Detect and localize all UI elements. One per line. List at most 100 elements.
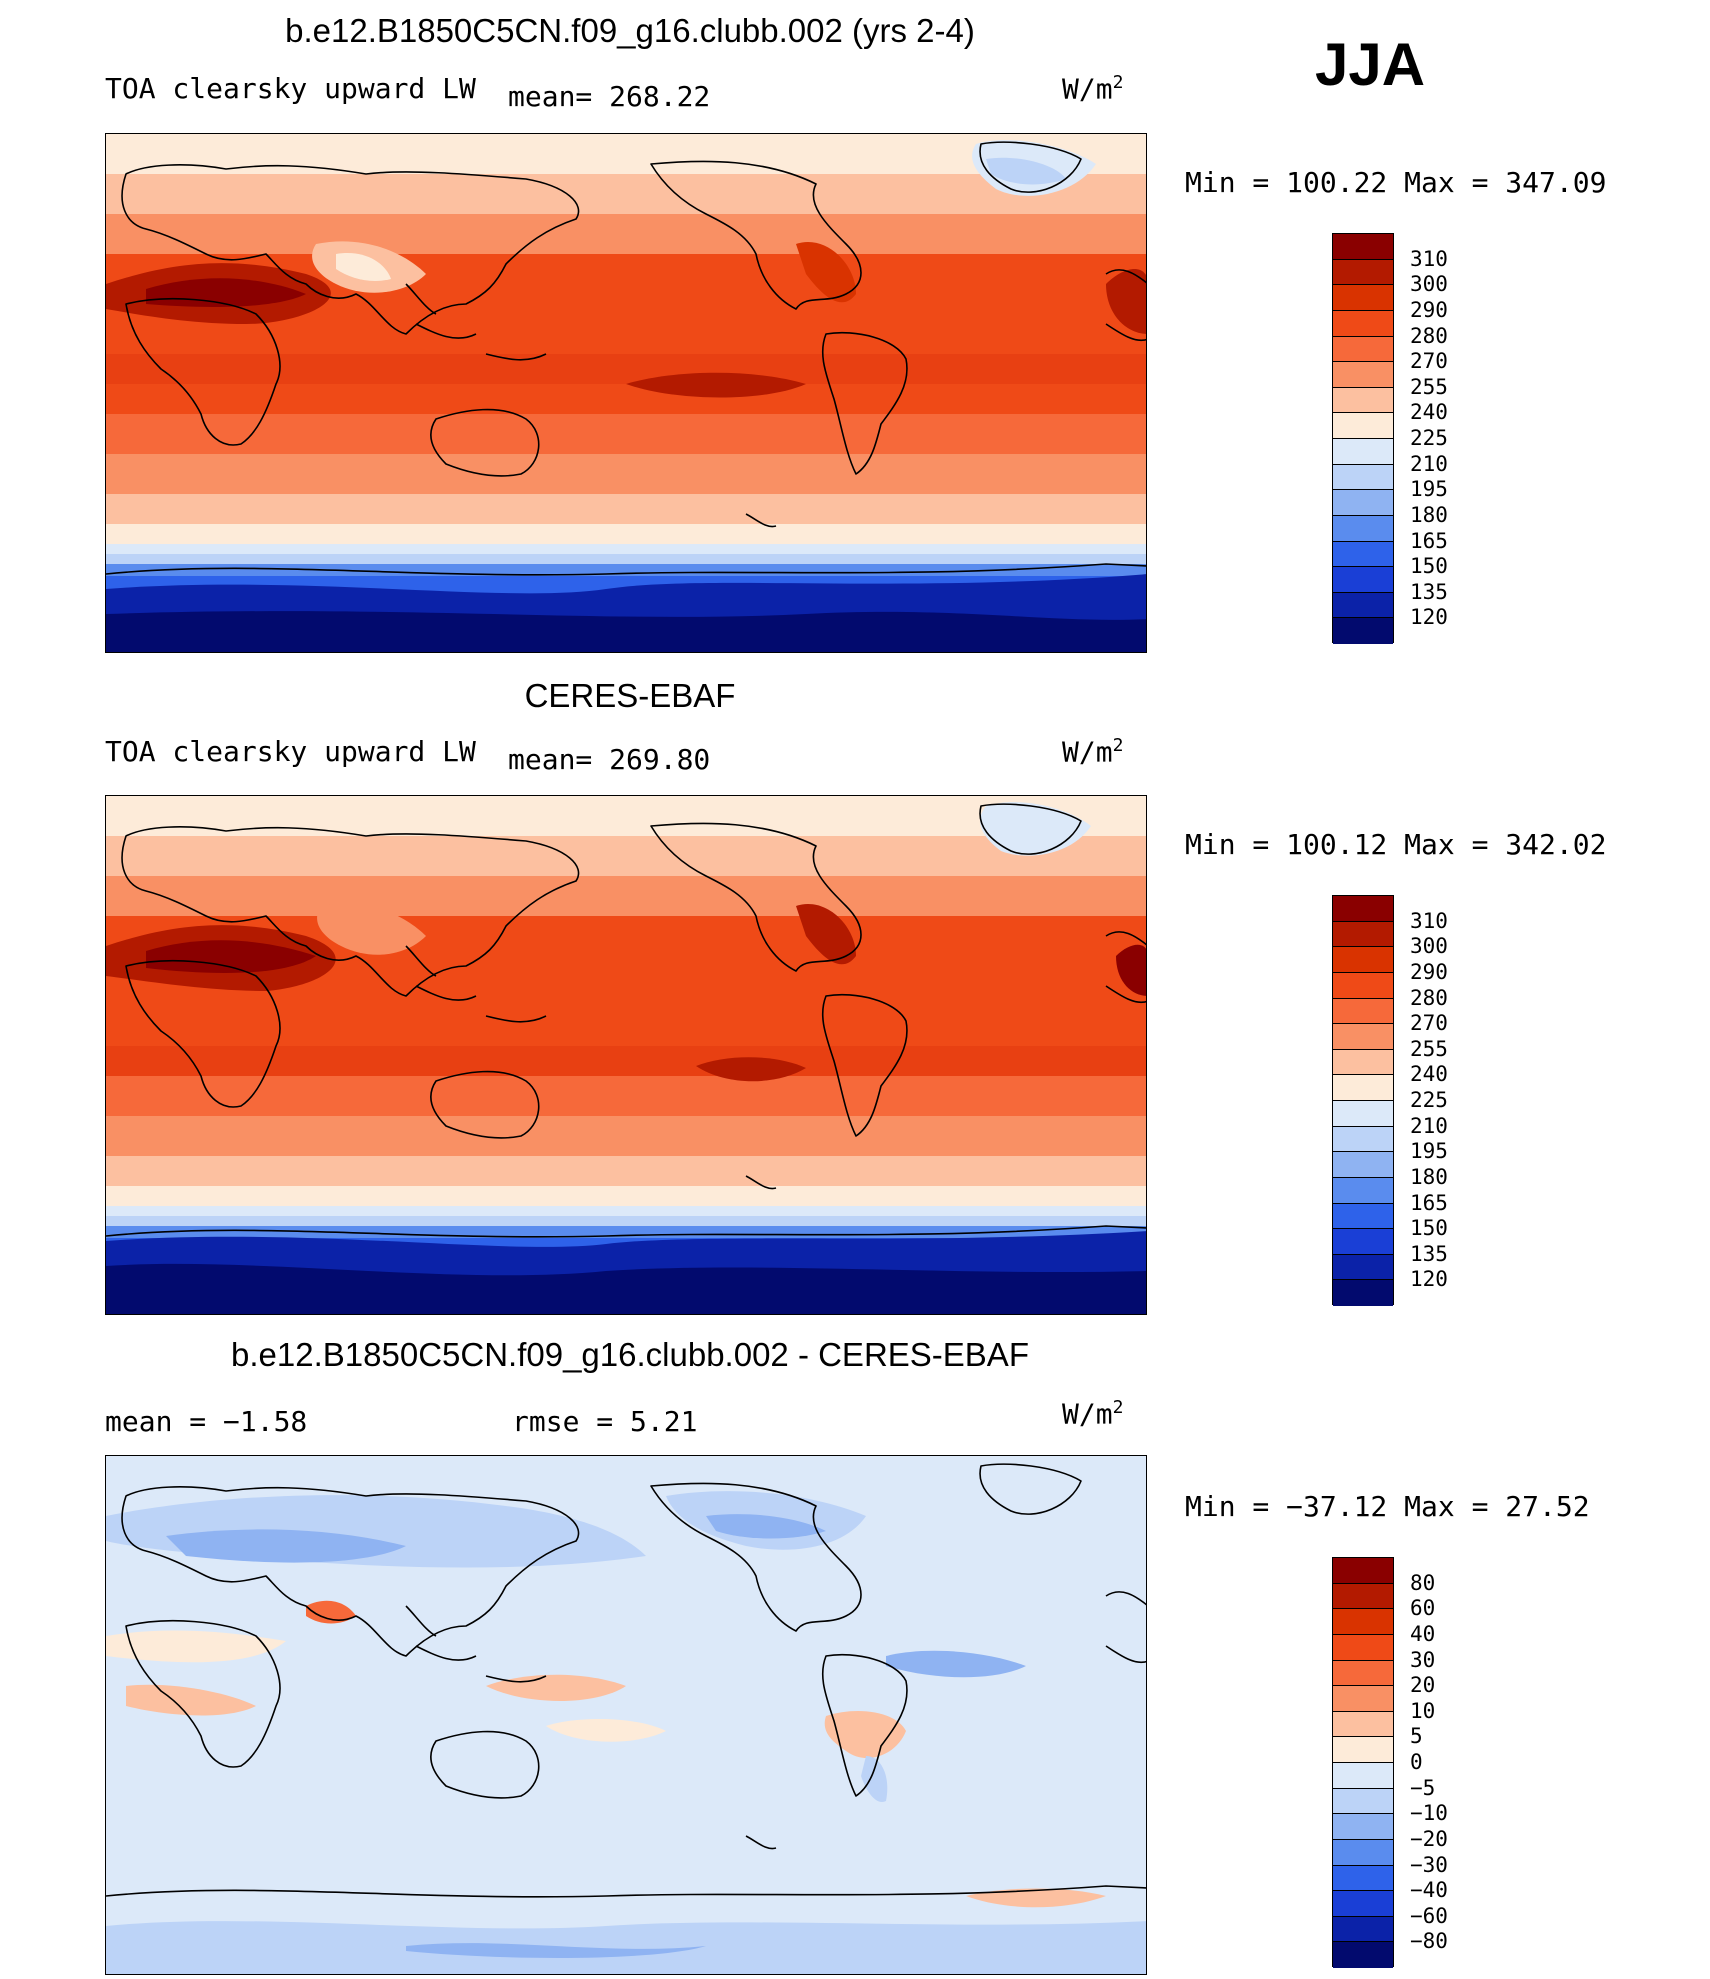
colorbar-swatch bbox=[1333, 1024, 1393, 1050]
colorbar-swatch bbox=[1333, 1609, 1393, 1635]
colorbar-swatch bbox=[1333, 1558, 1393, 1584]
colorbar-tick-label: 255 bbox=[1410, 374, 1448, 399]
colorbar-tick-label: 310 bbox=[1410, 908, 1448, 933]
colorbar-tick-label: 80 bbox=[1410, 1570, 1436, 1595]
colorbar-swatch bbox=[1333, 310, 1393, 337]
colorbar-swatch bbox=[1333, 515, 1393, 542]
colorbar-swatch bbox=[1333, 413, 1393, 439]
colorbar-swatch bbox=[1333, 1891, 1393, 1917]
colorbar-swatch bbox=[1333, 947, 1393, 973]
colorbar-swatch bbox=[1333, 1177, 1393, 1204]
panel3-units-base: W/m bbox=[1062, 1397, 1113, 1431]
colorbar-swatch bbox=[1333, 592, 1393, 619]
colorbar-swatch bbox=[1333, 998, 1393, 1025]
colorbar-swatch bbox=[1333, 1075, 1393, 1101]
colorbar-swatch bbox=[1333, 464, 1393, 491]
season-label: JJA bbox=[1315, 31, 1426, 98]
panel3-units-exponent: 2 bbox=[1112, 1397, 1124, 1418]
panel2-title: CERES-EBAF bbox=[524, 677, 736, 714]
colorbar-tick-label: 270 bbox=[1410, 1011, 1448, 1036]
colorbar-tick-label: 210 bbox=[1410, 451, 1448, 476]
colorbar-swatch bbox=[1333, 1916, 1393, 1943]
colorbar-swatch bbox=[1333, 921, 1393, 948]
colorbar-tick-label: 225 bbox=[1410, 426, 1448, 450]
colorbar-tick-label: 180 bbox=[1410, 502, 1448, 527]
panel1-units: W/m2 bbox=[1062, 72, 1123, 105]
colorbar-tick-label: 30 bbox=[1410, 1647, 1436, 1672]
colorbar-swatch bbox=[1333, 1101, 1393, 1127]
colorbar-swatch bbox=[1333, 490, 1393, 516]
colorbar-swatch bbox=[1333, 1839, 1393, 1866]
panel3-minmax: Min = −37.12 Max = 27.52 bbox=[1185, 1490, 1590, 1523]
panel2-units: W/m2 bbox=[1062, 735, 1123, 768]
panel1-title: b.e12.B1850C5CN.f09_g16.clubb.002 (yrs 2… bbox=[285, 12, 975, 49]
panel3-units: W/m2 bbox=[1062, 1397, 1123, 1430]
colorbar-swatch bbox=[1333, 1254, 1393, 1281]
colorbar-tick-label: −60 bbox=[1410, 1903, 1448, 1928]
colorbar-swatch bbox=[1333, 1152, 1393, 1178]
colorbar-tick-label: 60 bbox=[1410, 1596, 1436, 1621]
colorbar-tick-label: 270 bbox=[1410, 349, 1448, 374]
colorbar-swatch bbox=[1333, 1788, 1393, 1815]
colorbar-tick-label: −30 bbox=[1410, 1852, 1448, 1877]
colorbar-swatch bbox=[1333, 234, 1393, 260]
colorbar-tick-label: 135 bbox=[1410, 579, 1448, 604]
colorbar-tick-label: 120 bbox=[1410, 1267, 1448, 1292]
colorbar-tick-label: 180 bbox=[1410, 1164, 1448, 1189]
panel1-units-exponent: 2 bbox=[1112, 72, 1124, 93]
colorbar-tick-label: 40 bbox=[1410, 1621, 1436, 1646]
colorbar-tick-label: 240 bbox=[1410, 400, 1448, 425]
colorbar-swatch bbox=[1333, 259, 1393, 286]
colorbar-swatch bbox=[1333, 1049, 1393, 1076]
colorbar-tick-label: 300 bbox=[1410, 272, 1448, 297]
panel1-mean-label: mean= 268.22 bbox=[508, 80, 711, 113]
colorbar-swatch bbox=[1333, 1634, 1393, 1661]
colorbar-swatch bbox=[1333, 1203, 1393, 1230]
colorbar-tick-label: 195 bbox=[1410, 1139, 1448, 1164]
colorbar-swatch bbox=[1333, 1711, 1393, 1738]
panel3-title: b.e12.B1850C5CN.f09_g16.clubb.002 - CERE… bbox=[231, 1336, 1029, 1373]
colorbar-swatch bbox=[1333, 1865, 1393, 1892]
colorbar-swatch bbox=[1333, 1737, 1393, 1763]
colorbar-swatch bbox=[1333, 1280, 1393, 1306]
colorbar-tick-label: 150 bbox=[1410, 1216, 1448, 1241]
colorbar-swatch bbox=[1333, 387, 1393, 414]
colorbar-tick-label: 290 bbox=[1410, 297, 1448, 322]
colorbar-swatch bbox=[1333, 336, 1393, 363]
colorbar-tick-label: −20 bbox=[1410, 1826, 1448, 1851]
colorbar-swatch bbox=[1333, 972, 1393, 999]
colorbar-swatch bbox=[1333, 1686, 1393, 1712]
colorbar-tick-label: 290 bbox=[1410, 959, 1448, 984]
colorbar-swatch bbox=[1333, 1126, 1393, 1153]
colorbar-tick-label: 300 bbox=[1410, 934, 1448, 959]
colorbar-swatch bbox=[1333, 618, 1393, 644]
panel2-mean-label: mean= 269.80 bbox=[508, 743, 711, 776]
panel3-rmse-label: rmse = 5.21 bbox=[512, 1405, 698, 1438]
colorbar-tick-label: 210 bbox=[1410, 1113, 1448, 1138]
panel1-units-base: W/m bbox=[1062, 72, 1113, 106]
colorbar-swatch bbox=[1333, 1814, 1393, 1840]
colorbar-tick-label: 150 bbox=[1410, 554, 1448, 579]
colorbar-tick-label: 165 bbox=[1410, 1190, 1448, 1215]
colorbar-swatch bbox=[1333, 567, 1393, 593]
colorbar-tick-label: −80 bbox=[1410, 1929, 1448, 1954]
panel2-minmax: Min = 100.12 Max = 342.02 bbox=[1185, 828, 1607, 861]
colorbar-tick-label: 225 bbox=[1410, 1088, 1448, 1112]
colorbar-swatch bbox=[1333, 439, 1393, 465]
colorbar-tick-label: 10 bbox=[1410, 1698, 1436, 1723]
panel3-mean-label: mean = −1.58 bbox=[105, 1405, 308, 1438]
colorbar-tick-label: −5 bbox=[1410, 1775, 1436, 1800]
colorbar-swatch bbox=[1333, 896, 1393, 922]
colorbar-tick-label: −40 bbox=[1410, 1878, 1448, 1903]
panel2-units-base: W/m bbox=[1062, 735, 1113, 769]
colorbar-tick-label: 135 bbox=[1410, 1241, 1448, 1266]
colorbar-tick-label: 255 bbox=[1410, 1036, 1448, 1061]
colorbar-tick-label: 310 bbox=[1410, 246, 1448, 271]
colorbar-swatch bbox=[1333, 362, 1393, 388]
colorbar-tick-label: 240 bbox=[1410, 1062, 1448, 1087]
colorbar-tick-label: 165 bbox=[1410, 528, 1448, 553]
colorbar-swatch bbox=[1333, 285, 1393, 311]
panel2-units-exponent: 2 bbox=[1112, 735, 1124, 756]
colorbar-tick-label: 195 bbox=[1410, 477, 1448, 502]
colorbar-swatch bbox=[1333, 1229, 1393, 1255]
